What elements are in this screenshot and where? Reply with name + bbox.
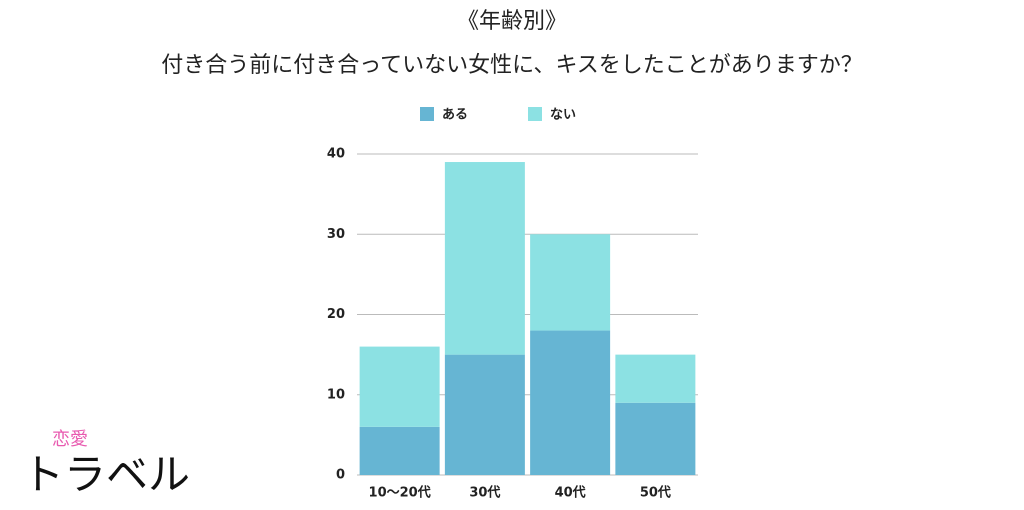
y-tick-label: 40: [327, 147, 345, 162]
bar-segment: [359, 426, 440, 475]
chart-title: 《年齢別》: [457, 9, 567, 34]
y-tick-label: 30: [327, 227, 345, 242]
y-tick-label: 20: [327, 307, 345, 322]
x-tick-label: 30代: [469, 485, 500, 501]
y-tick-label: 0: [336, 468, 345, 483]
y-tick-label: 10: [327, 387, 345, 402]
x-tick-label: 10〜20代: [369, 485, 431, 501]
bar-segment: [615, 354, 696, 403]
chart-subtitle: 付き合う前に付き合っていない女性に、キスをしたことがありますか？: [161, 53, 863, 78]
bar-segment: [530, 330, 611, 475]
legend-label: ない: [550, 108, 576, 123]
bar-segment: [615, 402, 696, 475]
legend-swatch: [528, 107, 542, 121]
legend-swatch: [420, 107, 434, 121]
bar-segment: [444, 354, 525, 475]
x-tick-label: 40代: [555, 485, 586, 501]
bar-segment: [359, 346, 440, 427]
x-tick-label: 50代: [640, 485, 671, 501]
bar-segment: [530, 234, 611, 331]
legend-label: ある: [442, 108, 468, 123]
bar-segment: [444, 162, 525, 355]
logo-main: トラベル: [22, 450, 190, 499]
logo-small: 恋愛: [52, 428, 88, 450]
